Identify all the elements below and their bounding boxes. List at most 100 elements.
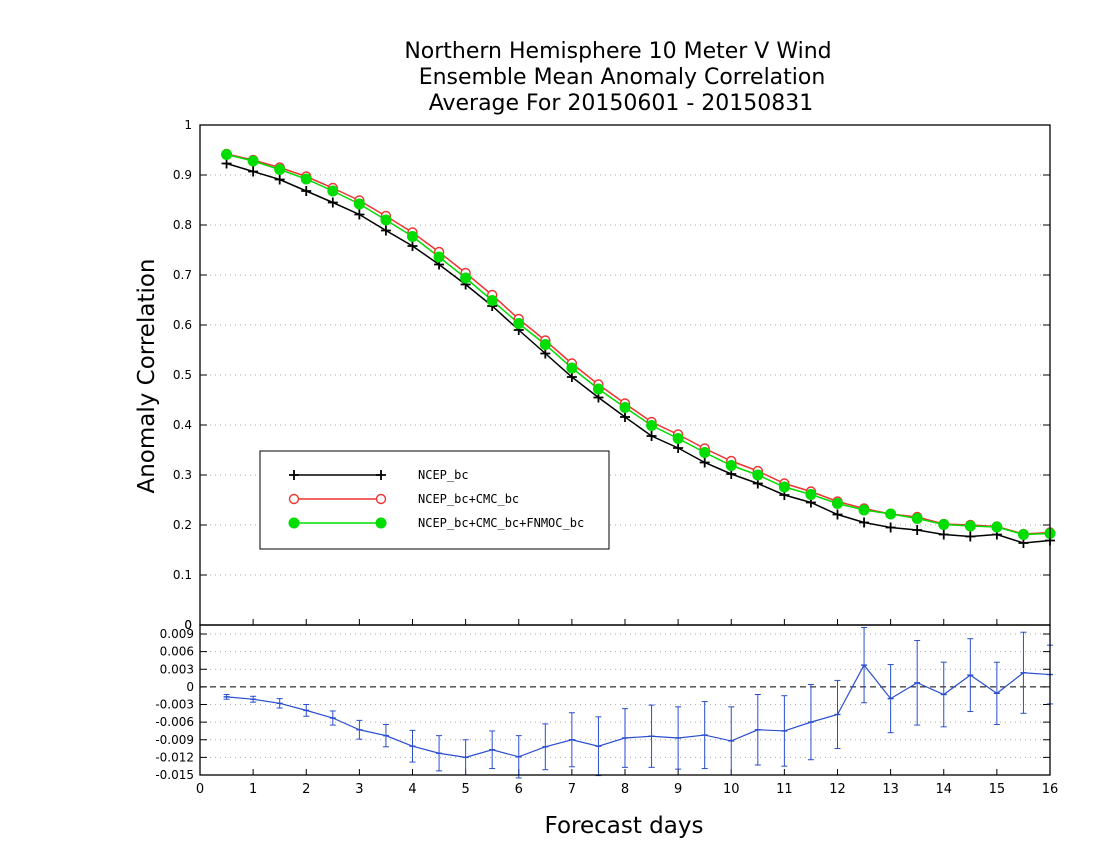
lower-panel-frame xyxy=(199,624,1051,776)
series-3-point xyxy=(353,198,365,210)
upper-panel-series xyxy=(221,148,1056,548)
upper-y-tick-labels: 0 0.1 0.2 0.3 0.4 0.5 0.6 0.7 0.8 0.9 1 xyxy=(173,118,192,632)
lower-top-tick-label: 0 xyxy=(184,618,192,632)
x-tick-label: 11 xyxy=(776,782,793,797)
series-1-point xyxy=(221,158,232,169)
series-3-point xyxy=(646,420,658,431)
x-tick-label: 16 xyxy=(1042,782,1059,797)
series-1-point xyxy=(885,522,896,533)
series-3-point xyxy=(991,521,1003,533)
legend-marker-1 xyxy=(289,470,299,480)
series-3-point xyxy=(539,339,551,350)
series-1-point xyxy=(699,457,710,468)
x-tick-label: 12 xyxy=(829,782,846,797)
series-3-point xyxy=(911,513,923,524)
x-tick-label: 8 xyxy=(621,782,629,797)
x-tick-labels: 0 1 2 3 4 5 6 7 8 9 10 11 12 13 14 15 16 xyxy=(196,782,1058,797)
x-axis-label: Forecast days xyxy=(545,813,704,839)
lower-y-tick-label: -0.003 xyxy=(155,698,194,712)
chart-title-line-3: Average For 20150601 - 20150831 xyxy=(429,91,814,116)
series-1-point xyxy=(380,225,391,236)
series-1-point xyxy=(407,241,418,251)
series-1-point xyxy=(965,531,976,542)
series-3-point xyxy=(938,519,950,530)
series-3-point xyxy=(433,251,445,263)
series-3-point xyxy=(832,498,843,509)
legend-marker-3 xyxy=(375,517,387,529)
series-1-point xyxy=(832,509,843,520)
series-3-point xyxy=(1017,529,1029,540)
series-3-point xyxy=(486,295,498,306)
x-tick-label: 3 xyxy=(355,782,363,797)
series-1-point xyxy=(938,529,949,540)
series-3-point xyxy=(460,272,472,284)
legend: NCEP_bc NCEP_bc+CMC_bc NCEP_bc+CMC_bc+FNMO… xyxy=(259,450,610,550)
series-3-point xyxy=(327,185,339,197)
x-tick-label: 13 xyxy=(882,782,899,797)
lower-y-tick-label: 0.003 xyxy=(160,662,194,676)
upper-y-tick-label: 0.5 xyxy=(173,368,192,382)
series-3-point xyxy=(407,231,418,242)
lower-y-tick-label: -0.012 xyxy=(155,750,194,764)
x-tick-label: 5 xyxy=(461,782,469,797)
chart-title-line-2: Ensemble Mean Anomaly Correlation xyxy=(419,65,826,90)
lower-y-tick-label: -0.006 xyxy=(155,715,194,729)
series-1-point xyxy=(912,525,923,535)
series-3-point xyxy=(300,173,312,185)
upper-y-tick-label: 0.9 xyxy=(173,168,192,182)
series-3-point xyxy=(725,460,737,471)
legend-marker-2 xyxy=(288,493,300,505)
series-1-point xyxy=(274,174,285,185)
x-tick-label: 14 xyxy=(935,782,952,797)
series-1-point xyxy=(566,372,577,382)
upper-y-tick-label: 0.8 xyxy=(173,218,192,232)
chart-title-line-1: Northern Hemisphere 10 Meter V Wind xyxy=(404,39,831,64)
upper-y-tick-label: 1 xyxy=(184,118,192,132)
x-tick-label: 6 xyxy=(515,782,523,797)
lower-y-tick-label: -0.009 xyxy=(155,733,194,747)
x-tick-label: 1 xyxy=(249,782,257,797)
series-3-point xyxy=(592,383,604,395)
legend-marker-1 xyxy=(376,470,386,480)
upper-y-tick-label: 0.2 xyxy=(173,518,192,532)
upper-y-tick-label: 0.7 xyxy=(173,268,192,282)
legend-label-3: NCEP_bc+CMC_bc+FNMOC_bc xyxy=(418,516,584,530)
y-axis-label: Anomaly Correlation xyxy=(134,258,160,493)
legend-label-2: NCEP_bc+CMC_bc xyxy=(418,492,519,506)
x-tick-label: 10 xyxy=(723,782,740,797)
x-tick-label: 4 xyxy=(408,782,416,797)
upper-y-tick-label: 0.3 xyxy=(173,468,192,482)
series-1-point xyxy=(248,166,259,177)
legend-marker-3 xyxy=(288,517,300,529)
series-3-point xyxy=(247,155,259,167)
series-1-point xyxy=(673,443,684,453)
lower-y-tick-label: 0 xyxy=(186,680,194,694)
series-3-point xyxy=(699,447,711,458)
difference-line xyxy=(226,664,1051,758)
lower-y-tick-label: 0.009 xyxy=(160,627,194,641)
upper-y-tick-label: 0.4 xyxy=(173,418,192,432)
series-1-point xyxy=(646,431,657,441)
legend-box xyxy=(259,450,610,550)
lower-y-tick-label: 0.006 xyxy=(160,645,194,659)
lower-panel-series xyxy=(223,627,1053,779)
series-1-point xyxy=(354,209,365,220)
series-3-point xyxy=(274,164,286,175)
x-tick-label: 15 xyxy=(989,782,1006,797)
series-3-point xyxy=(513,318,525,329)
series-1-point xyxy=(540,348,551,359)
legend-label-1: NCEP_bc xyxy=(418,468,469,482)
series-3-point xyxy=(619,402,631,413)
upper-y-tick-label: 0.1 xyxy=(173,568,192,582)
upper-y-tick-label: 0 xyxy=(184,618,192,632)
lower-y-tick-label: -0.015 xyxy=(155,768,194,782)
x-tick-label: 9 xyxy=(674,782,682,797)
series-3-point xyxy=(380,214,392,226)
series-3-point xyxy=(964,520,976,532)
series-1-point xyxy=(859,517,870,528)
series-1-point xyxy=(620,412,630,422)
series-1-point xyxy=(327,197,338,208)
series-3-point xyxy=(566,362,578,374)
series-1-point xyxy=(301,186,312,196)
